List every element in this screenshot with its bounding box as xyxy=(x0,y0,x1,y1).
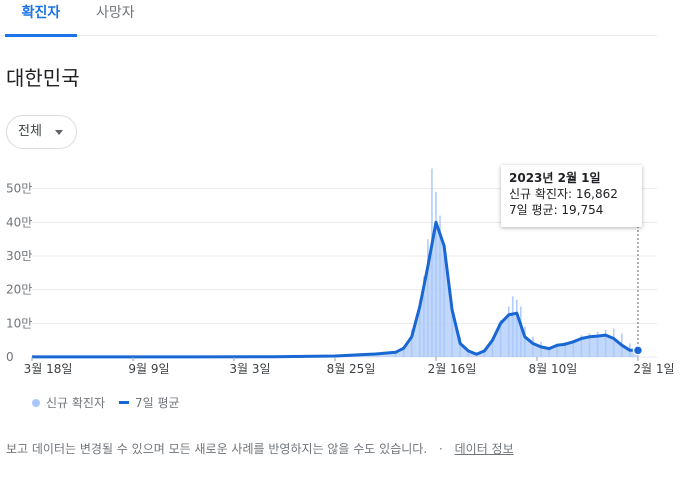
chart-tooltip: 2023년 2월 1일 신규 확진자: 16,862 7일 평균: 19,754 xyxy=(501,165,642,227)
cases-chart[interactable]: 0 10만 20만 30만 40만 50만 3월 18일 9월 9일 3월 3일 8월 25일 2… xyxy=(0,150,685,382)
region-title: 대한민국 xyxy=(6,66,80,90)
legend-line-swatch-icon xyxy=(119,401,130,404)
dropdown-selected-value: 전체 xyxy=(18,124,42,139)
tab-bar: 확진자 사망자 xyxy=(0,0,657,37)
data-info-link[interactable]: 데이터 정보 xyxy=(454,442,514,456)
selected-point-marker xyxy=(632,345,644,356)
x-tick-label: 8월 10일 xyxy=(529,362,578,376)
y-tick-label: 30만 xyxy=(6,249,32,263)
average-area-fill xyxy=(32,222,638,357)
y-tick-label: 0 xyxy=(6,350,14,364)
x-tick-label: 2월 1일 xyxy=(633,362,674,376)
tooltip-seven-day-average: 7일 평균: 19,754 xyxy=(509,203,604,217)
chart-legend: 신규 확진자 7일 평균 xyxy=(32,394,180,411)
average-line-path xyxy=(32,220,638,359)
x-tick-label: 2월 16일 xyxy=(428,362,477,376)
y-tick-label: 20만 xyxy=(6,283,32,297)
hover-cursor xyxy=(632,226,644,357)
legend-bars-swatch-icon xyxy=(32,398,40,407)
legend-line-label: 7일 평균 xyxy=(135,396,180,410)
y-tick-label: 50만 xyxy=(6,182,32,196)
average-area xyxy=(32,222,638,357)
data-notice-text: 보고 데이터는 변경될 수 있으며 모든 새로운 사례를 반영하지는 않을 수도… xyxy=(6,442,428,456)
footer-separator: · xyxy=(438,442,443,456)
y-tick-label: 40만 xyxy=(6,215,32,229)
region-filter-dropdown[interactable]: 전체 xyxy=(6,115,77,149)
tab-confirmed-cases[interactable]: 확진자 xyxy=(5,4,77,37)
y-axis-labels: 0 10만 20만 30만 40만 50만 xyxy=(6,182,32,364)
y-tick-label: 10만 xyxy=(6,316,32,330)
x-tick-label: 3월 18일 xyxy=(24,362,73,376)
x-axis-labels: 3월 18일 9월 9일 3월 3일 8월 25일 2월 16일 8월 10일 2월 1일 xyxy=(24,357,675,376)
tooltip-date: 2023년 2월 1일 xyxy=(509,171,601,185)
caret-down-icon xyxy=(55,130,63,135)
x-tick-label: 3월 3일 xyxy=(229,362,270,376)
x-tick-label: 9월 9일 xyxy=(128,362,169,376)
tab-deaths[interactable]: 사망자 xyxy=(96,5,135,21)
tooltip-new-cases: 신규 확진자: 16,862 xyxy=(509,187,618,201)
x-tick-label: 8월 25일 xyxy=(327,362,376,376)
average-line xyxy=(32,220,638,359)
data-notice: 보고 데이터는 변경될 수 있으며 모든 새로운 사례를 반영하지는 않을 수도… xyxy=(6,440,514,457)
legend-bars-label: 신규 확진자 xyxy=(46,396,106,410)
